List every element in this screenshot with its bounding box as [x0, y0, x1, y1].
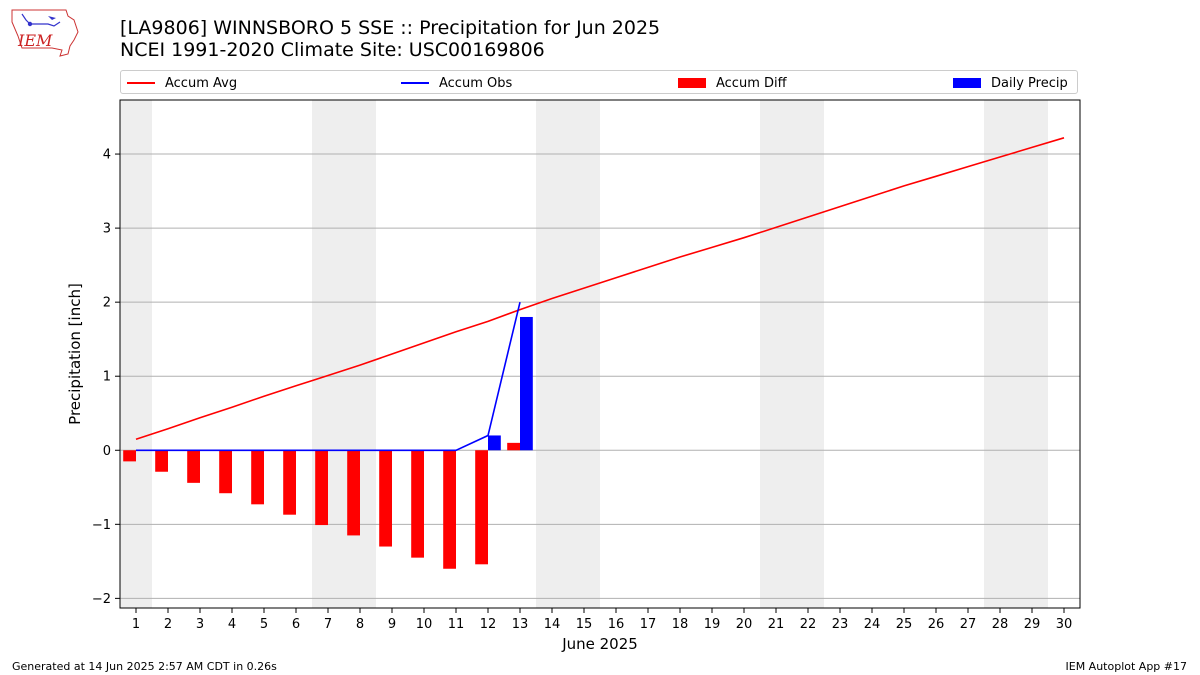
- x-tick-label-4: 4: [228, 617, 236, 632]
- logo-text: IEM: [17, 31, 53, 50]
- weekend-band-day-1: [120, 100, 152, 608]
- y-tick-label-2: 2: [103, 296, 111, 311]
- x-tick-label-13: 13: [512, 617, 529, 632]
- x-tick-label-19: 19: [704, 617, 721, 632]
- x-tick-label-8: 8: [356, 617, 364, 632]
- weekend-band-day-7: [312, 100, 344, 608]
- legend-label-accum-obs: Accum Obs: [439, 75, 513, 91]
- x-tick-label-28: 28: [992, 617, 1009, 632]
- weekend-band-day-29: [1016, 100, 1048, 608]
- weekend-band-day-14: [536, 100, 568, 608]
- legend-item-accum-obs: Accum Obs: [401, 74, 512, 92]
- x-tick-label-1: 1: [132, 617, 140, 632]
- legend-swatch-accum-diff: [678, 78, 706, 88]
- legend-label-daily-precip: Daily Precip: [991, 75, 1068, 91]
- legend-label-accum-avg: Accum Avg: [165, 75, 238, 91]
- x-tick-label-10: 10: [416, 617, 433, 632]
- footer-generated: Generated at 14 Jun 2025 2:57 AM CDT in …: [12, 660, 277, 673]
- y-tick-label-4: 4: [103, 148, 111, 163]
- y-tick-label--2: −2: [92, 592, 111, 607]
- accum-diff-bar-day-1: [123, 450, 136, 462]
- accum-diff-bar-day-13: [507, 442, 520, 451]
- accum-diff-bar-day-2: [155, 450, 168, 472]
- legend-item-accum-avg: Accum Avg: [127, 74, 237, 92]
- footer-app: IEM Autoplot App #17: [1065, 660, 1188, 673]
- daily-precip-bar-day-12: [488, 435, 501, 451]
- y-tick-label-0: 0: [103, 444, 111, 459]
- x-tick-label-14: 14: [544, 617, 561, 632]
- legend-label-accum-diff: Accum Diff: [716, 75, 787, 91]
- gridlines: [120, 153, 1080, 599]
- y-tick-label-1: 1: [103, 370, 111, 385]
- x-tick-label-2: 2: [164, 617, 172, 632]
- x-tick-label-21: 21: [768, 617, 785, 632]
- x-tick-label-23: 23: [832, 617, 849, 632]
- title-line-2: NCEI 1991-2020 Climate Site: USC00169806: [120, 39, 545, 61]
- x-tick-label-12: 12: [480, 617, 497, 632]
- accum-diff-bars: [123, 442, 520, 569]
- accum-diff-bar-day-5: [251, 450, 264, 505]
- x-tick-label-15: 15: [576, 617, 593, 632]
- x-tick-label-18: 18: [672, 617, 689, 632]
- weekend-band-day-15: [568, 100, 600, 608]
- y-axis-label: Precipitation [inch]: [66, 283, 84, 425]
- accum-diff-bar-day-8: [347, 450, 360, 536]
- x-tick-label-3: 3: [196, 617, 204, 632]
- legend-item-accum-diff: Accum Diff: [678, 74, 787, 92]
- daily-precip-bar-day-13: [520, 316, 533, 451]
- legend-item-daily-precip: Daily Precip: [953, 74, 1068, 92]
- x-tick-label-22: 22: [800, 617, 817, 632]
- x-tick-label-9: 9: [388, 617, 396, 632]
- x-tick-label-11: 11: [448, 617, 465, 632]
- accum-diff-bar-day-10: [411, 450, 424, 558]
- x-tick-label-29: 29: [1024, 617, 1041, 632]
- x-tick-label-17: 17: [640, 617, 657, 632]
- plot-frame: [119, 99, 1081, 609]
- accum-diff-bar-day-7: [315, 450, 328, 526]
- accum-diff-bar-day-9: [379, 450, 392, 547]
- legend-swatch-daily-precip: [953, 78, 981, 88]
- x-axis-label: June 2025: [561, 635, 638, 653]
- x-tick-label-25: 25: [896, 617, 913, 632]
- y-tick-label-3: 3: [103, 222, 111, 237]
- weekend-band-day-8: [344, 100, 376, 608]
- title-line-1: [LA9806] WINNSBORO 5 SSE :: Precipitatio…: [120, 17, 661, 39]
- weekend-band-day-28: [984, 100, 1016, 608]
- accum-diff-bar-day-12: [475, 450, 488, 565]
- x-tick-label-27: 27: [960, 617, 977, 632]
- accum-diff-bar-day-6: [283, 450, 296, 515]
- weekend-shading: [120, 100, 1048, 608]
- x-tick-label-6: 6: [292, 617, 300, 632]
- legend-swatch-accum-obs: [401, 82, 429, 84]
- y-tick-label--1: −1: [92, 518, 111, 533]
- x-tick-label-16: 16: [608, 617, 625, 632]
- weekend-band-day-22: [792, 100, 824, 608]
- accum-diff-bar-day-4: [219, 450, 232, 494]
- y-axis-ticks: −2 −1 0 1 2 3 4: [92, 148, 120, 607]
- x-tick-label-30: 30: [1056, 617, 1073, 632]
- iem-logo: IEM: [11, 9, 79, 57]
- accum-obs-line: [136, 302, 521, 452]
- x-tick-label-26: 26: [928, 617, 945, 632]
- accum-avg-line: [135, 137, 1065, 440]
- accum-diff-bar-day-3: [187, 450, 200, 483]
- legend: Accum Avg Accum Obs Accum Diff Daily Pre…: [120, 70, 1078, 94]
- x-tick-label-24: 24: [864, 617, 881, 632]
- x-axis-ticks: 1 2 3 4 5 6 7 8 9 10 11 12 13 14 15 16 17 18 19 20 21 22 23 24 2…: [132, 608, 1072, 632]
- x-tick-label-20: 20: [736, 617, 753, 632]
- weekend-band-day-21: [760, 100, 792, 608]
- x-tick-label-5: 5: [260, 617, 268, 632]
- x-tick-label-7: 7: [324, 617, 332, 632]
- series-lines: [135, 137, 1065, 452]
- accum-diff-bar-day-11: [443, 450, 456, 569]
- legend-swatch-accum-avg: [127, 82, 155, 84]
- chart-title: [LA9806] WINNSBORO 5 SSE :: Precipitatio…: [120, 17, 660, 61]
- daily-precip-bars: [488, 316, 533, 451]
